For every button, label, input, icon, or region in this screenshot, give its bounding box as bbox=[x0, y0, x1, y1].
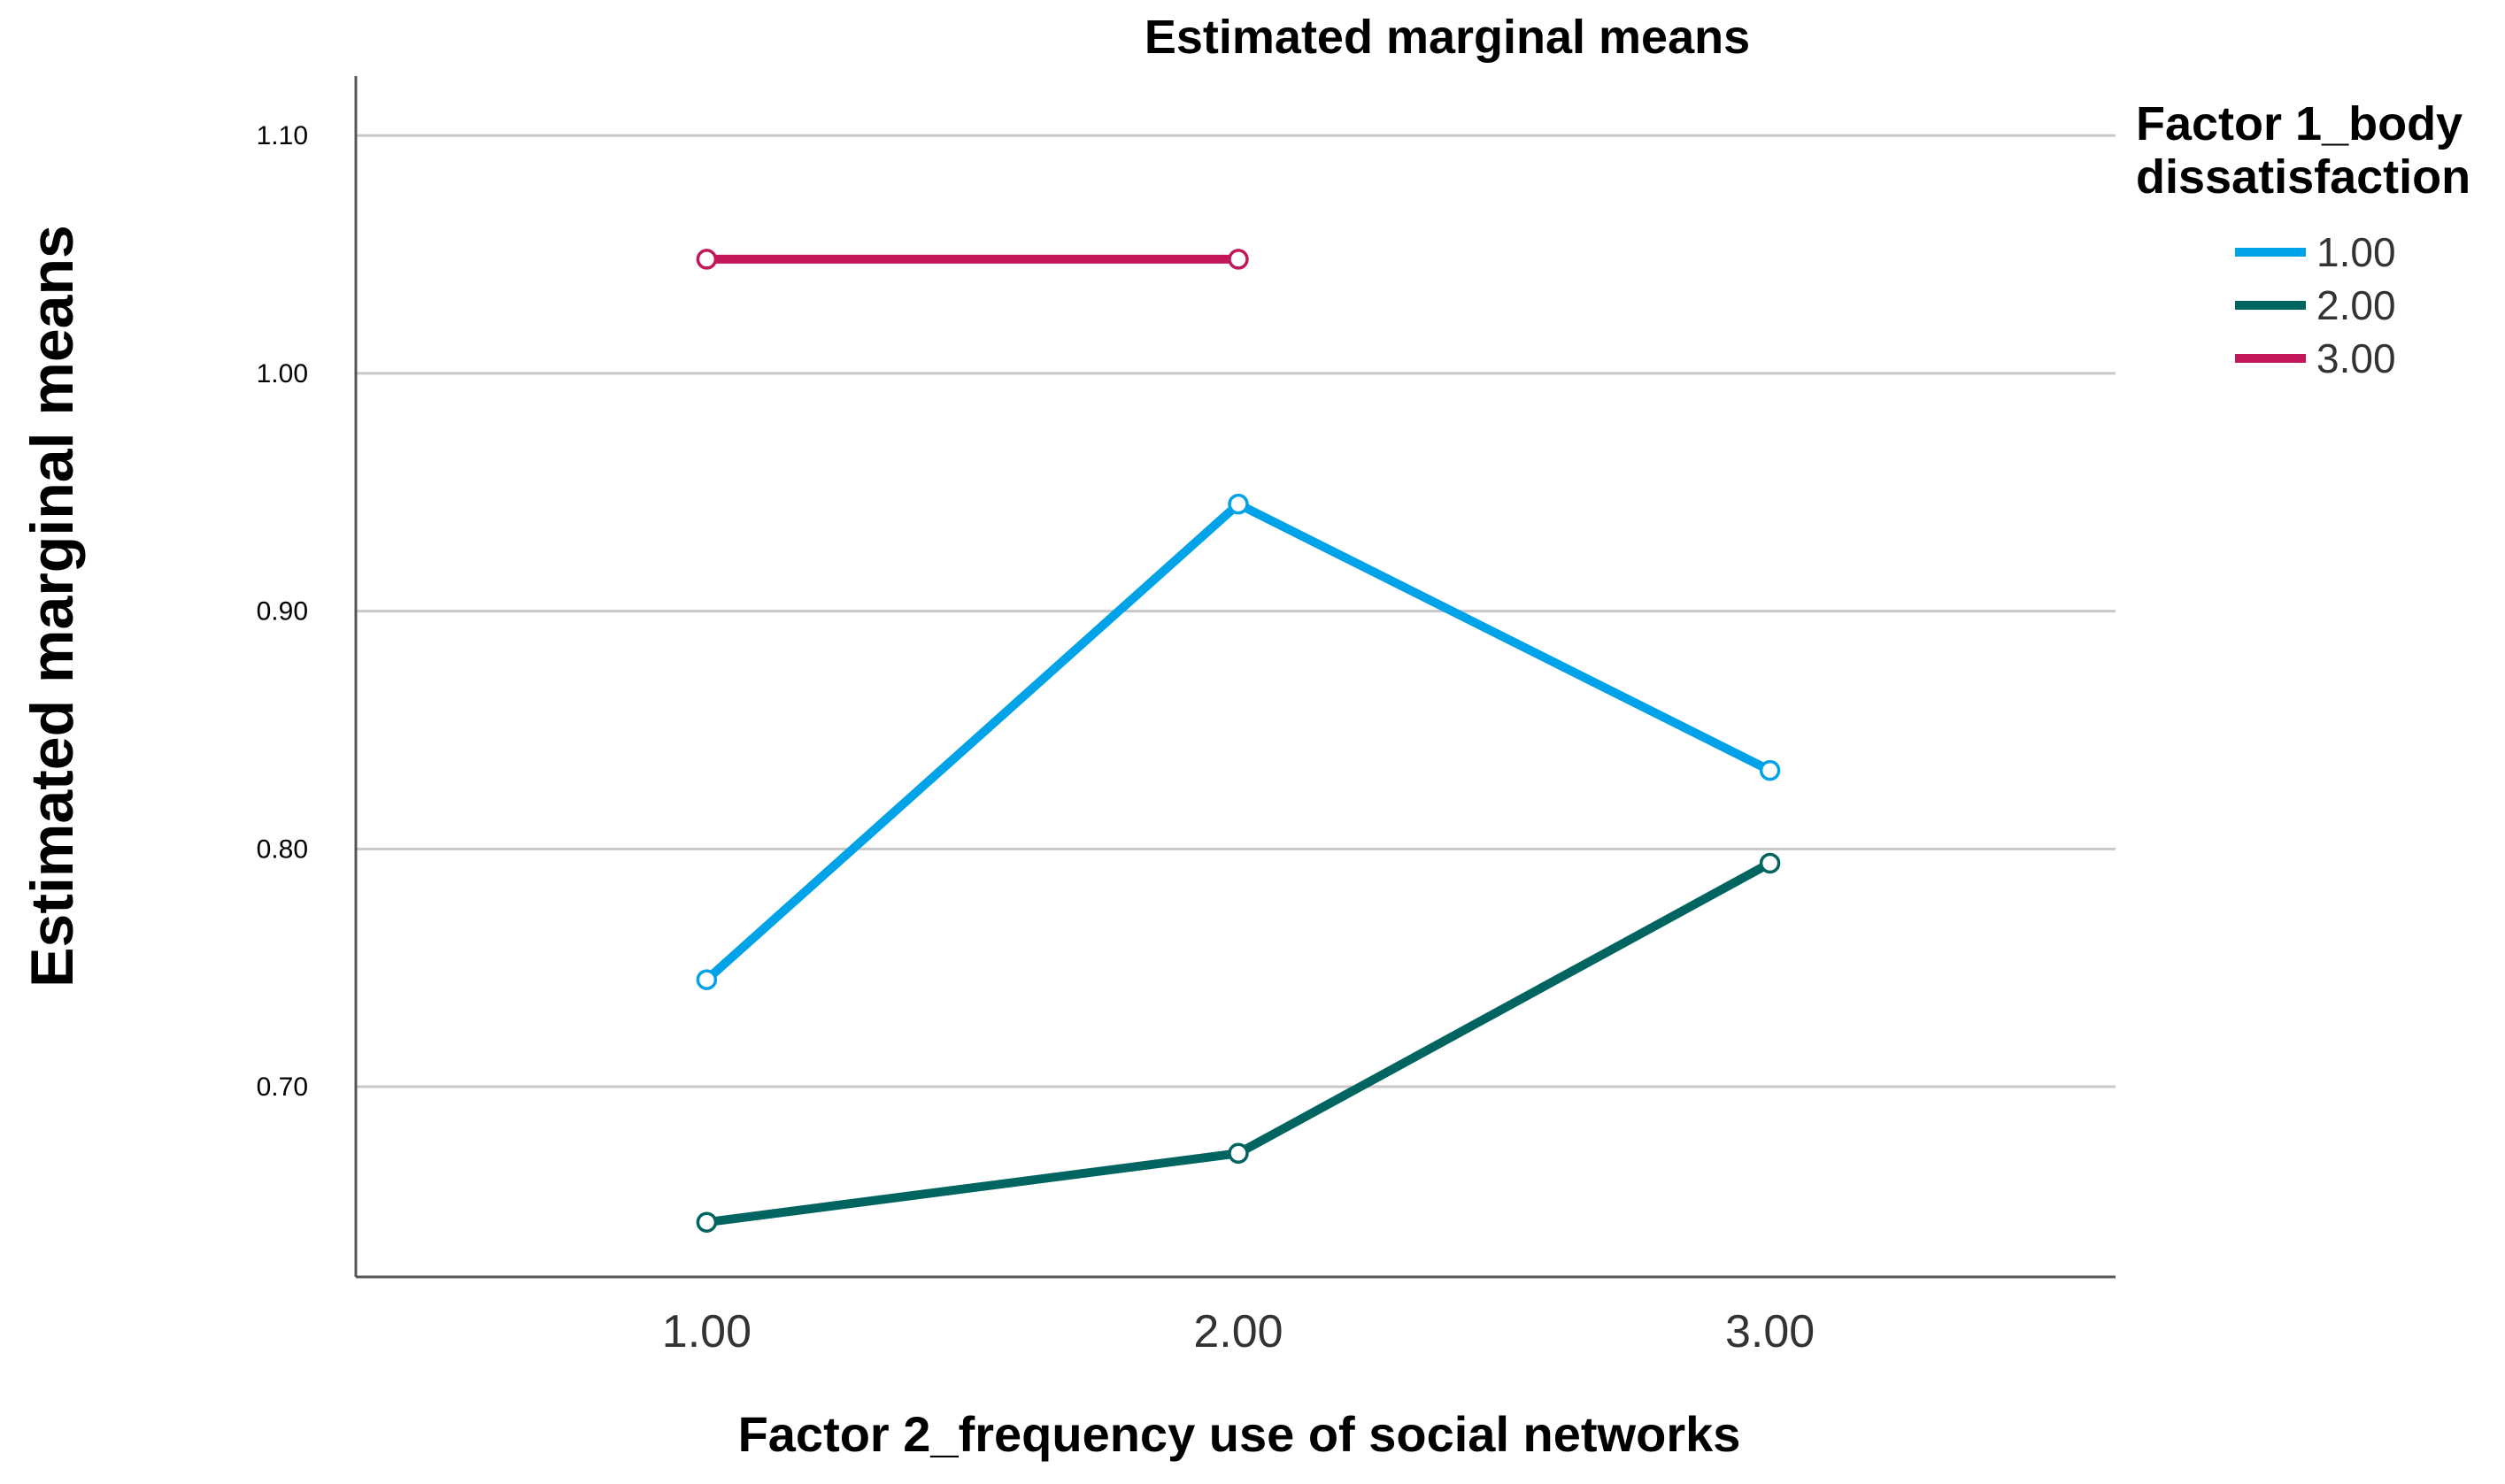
data-point bbox=[696, 249, 718, 270]
legend-title-line1: Factor 1_body bbox=[2136, 97, 2463, 150]
series-2 bbox=[696, 852, 1781, 1233]
series-line bbox=[702, 858, 1775, 1227]
data-point bbox=[696, 969, 718, 990]
x-tick-label: 1.00 bbox=[662, 1306, 752, 1357]
y-tick-label: 1.10 bbox=[257, 121, 308, 150]
legend-label: 2.00 bbox=[2316, 282, 2396, 328]
legend: Factor 1_body dissatisfaction 1.00 2.00 3.… bbox=[2136, 97, 2470, 381]
y-axis-label: Estimated marginal means bbox=[19, 225, 86, 988]
x-tick-label: 3.00 bbox=[1725, 1306, 1815, 1357]
data-point bbox=[1759, 852, 1781, 874]
data-point bbox=[696, 1211, 718, 1233]
y-tick-label: 0.80 bbox=[257, 834, 308, 864]
chart-title: Estimated marginal means bbox=[1145, 11, 1750, 64]
series-1 bbox=[696, 493, 1781, 990]
y-tick-label: 0.70 bbox=[257, 1073, 308, 1102]
legend-label: 1.00 bbox=[2316, 229, 2396, 275]
legend-title-line2: dissatisfaction bbox=[2136, 150, 2470, 204]
y-axis-ticks: 0.70 0.80 0.90 1.00 1.10 bbox=[257, 121, 308, 1102]
series-lines bbox=[696, 249, 1781, 1233]
series-3 bbox=[696, 249, 1249, 270]
data-point bbox=[1759, 759, 1781, 781]
y-tick-label: 1.00 bbox=[257, 359, 308, 388]
x-axis-ticks: 1.00 2.00 3.00 bbox=[662, 1306, 1815, 1357]
data-point bbox=[1228, 1142, 1249, 1165]
legend-label: 3.00 bbox=[2316, 335, 2396, 381]
y-tick-label: 0.90 bbox=[257, 597, 308, 627]
legend-items: 1.00 2.00 3.00 bbox=[2235, 229, 2396, 381]
data-point bbox=[1228, 249, 1249, 270]
gridlines bbox=[356, 134, 2116, 1088]
x-axis-label: Factor 2_frequency use of social network… bbox=[738, 1406, 1741, 1462]
axes bbox=[354, 76, 2116, 1279]
data-point bbox=[1228, 493, 1249, 515]
x-tick-label: 2.00 bbox=[1193, 1306, 1283, 1357]
series-line bbox=[702, 499, 1775, 985]
